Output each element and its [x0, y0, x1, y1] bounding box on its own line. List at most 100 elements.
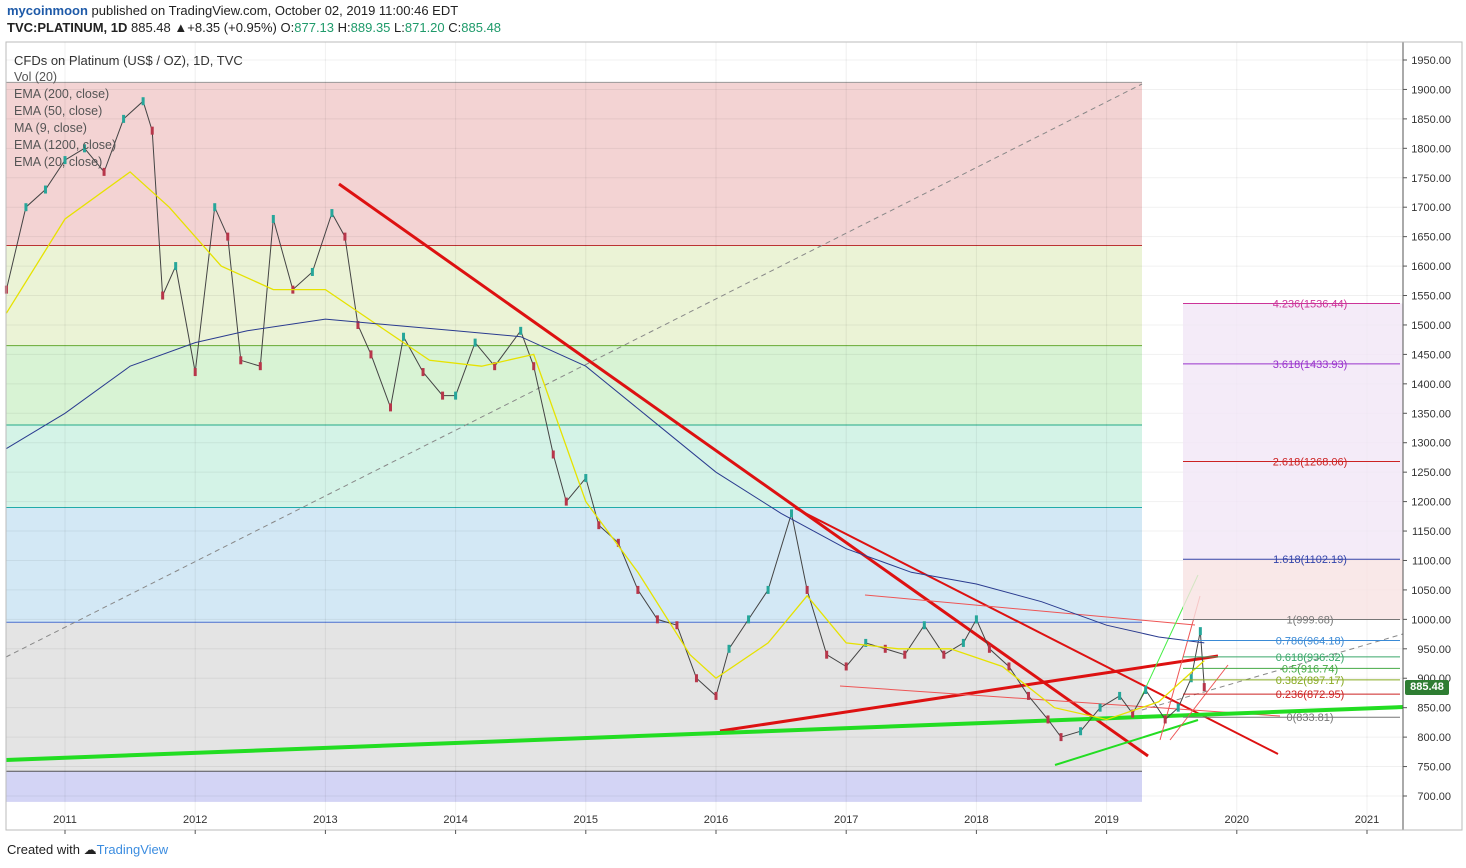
drawings [5, 83, 1459, 766]
candle-13 [226, 232, 230, 241]
candle-45 [790, 509, 794, 518]
x-tick-label-10: 2021 [1355, 814, 1379, 826]
candle-38 [655, 615, 659, 624]
candle-47 [825, 650, 829, 659]
candle-44 [766, 585, 770, 594]
legend-ema50[interactable]: EMA (50, close) [14, 104, 103, 118]
candle-9 [161, 291, 165, 300]
series-line-2 [6, 318, 1205, 644]
created-with-text: Created with [7, 842, 80, 857]
fib-ext-bg [1183, 303, 1403, 560]
fib-ret-label-5: 0.236(872.95) [1276, 689, 1345, 701]
x-tick-label-9: 2020 [1225, 814, 1249, 826]
last-price: 885.48 [131, 20, 171, 35]
candle-55 [974, 615, 978, 624]
red-downtrend-main [338, 182, 1149, 758]
y-tick-label-8: 1550.00 [1411, 291, 1451, 303]
y-tick-label-12: 1350.00 [1411, 408, 1451, 420]
candle-26 [441, 391, 445, 400]
candle-37 [636, 585, 640, 594]
legend-ma9[interactable]: MA (9, close) [14, 121, 87, 135]
candle-56 [987, 644, 991, 653]
change-text: +8.35 (+0.95%) [187, 20, 277, 35]
candle-65 [1144, 686, 1148, 695]
candle-66 [1163, 715, 1167, 724]
y-tick-label-25: 700.00 [1417, 791, 1451, 803]
series-lines [4, 97, 1206, 742]
published-text: published on TradingView.com, October 02… [87, 3, 459, 18]
red-thin-top [864, 594, 1196, 626]
price-axis-bg [1403, 42, 1463, 832]
y-tick-label-6: 1650.00 [1411, 232, 1451, 244]
x-tick-label-2: 2013 [313, 814, 337, 826]
red-thin-bottom [839, 685, 1281, 717]
candle-20 [343, 232, 347, 241]
candle-49 [864, 638, 868, 647]
indicator-legend: CFDs on Platinum (US$ / OZ), 1D, TVC Vol… [14, 52, 243, 171]
candle-39 [675, 621, 679, 630]
candle-11 [193, 368, 197, 377]
y-tick-label-15: 1200.00 [1411, 497, 1451, 509]
candle-3 [63, 156, 67, 165]
fib-ret-label-1: 0.786(964.18) [1276, 635, 1345, 647]
candle-18 [310, 267, 314, 276]
fib-band-3 [6, 425, 1142, 508]
y-tick-label-10: 1450.00 [1411, 349, 1451, 361]
candle-50 [883, 644, 887, 653]
tradingview-brand-link[interactable]: TradingView [96, 842, 169, 857]
candle-67 [1176, 703, 1180, 712]
change-value: ▲ [174, 20, 188, 35]
fib-ext-label-3: 1.618(1102.19) [1273, 554, 1347, 566]
dashed-trendline-2 [1141, 633, 1404, 711]
x-tick-label-3: 2014 [443, 814, 467, 826]
y-tick-label-24: 750.00 [1417, 762, 1451, 774]
x-tick-label-8: 2019 [1094, 814, 1118, 826]
y-tick-label-22: 850.00 [1417, 703, 1451, 715]
candle-1 [24, 203, 28, 212]
candle-62 [1098, 703, 1102, 712]
open-label: O: [280, 20, 295, 35]
price-chart[interactable]: 4.236(1536.44) 3.618(1433.93) 2.618(1268.0… [0, 0, 1466, 840]
candle-53 [942, 650, 946, 659]
legend-ema200[interactable]: EMA (200, close) [14, 87, 110, 101]
y-tick-label-20: 950.00 [1417, 644, 1451, 656]
candle-69 [1198, 627, 1202, 636]
legend-ema1200[interactable]: EMA (1200, close) [14, 138, 117, 152]
candle-58 [1026, 691, 1030, 700]
candle-14 [239, 356, 243, 365]
y-tick-label-19: 1000.00 [1411, 614, 1451, 626]
candle-28 [473, 338, 477, 347]
candle-32 [551, 450, 555, 459]
fib-band-5 [6, 622, 1142, 772]
footer: Created with ☁TradingView [7, 842, 168, 858]
candle-22 [369, 350, 373, 359]
candle-4 [83, 144, 87, 153]
legend-vol[interactable]: Vol (20) [14, 70, 58, 84]
time-axis[interactable]: 2011 2012 2013 2014 2015 2016 2017 2018 2019 2020… [53, 814, 1379, 834]
publish-info: mycoinmoon published on TradingView.com,… [7, 3, 458, 18]
candle-2 [43, 185, 47, 194]
candle-54 [961, 638, 965, 647]
author-link[interactable]: mycoinmoon [7, 3, 88, 18]
fib-ext-label-2: 2.618(1268.06) [1273, 457, 1348, 469]
candle-52 [922, 621, 926, 630]
fib-bands [6, 81, 1142, 802]
legend-ema20[interactable]: EMA (20, close) [14, 155, 103, 169]
green-wedge-bottom [1054, 719, 1199, 766]
close-label: C: [448, 20, 462, 35]
candle-48 [844, 662, 848, 671]
last-price-tag: 885.48 [1405, 680, 1449, 695]
fib-band-2 [6, 345, 1142, 426]
legend-title: CFDs on Platinum (US$ / OZ), 1D, TVC [14, 53, 243, 68]
y-tick-label-2: 1850.00 [1411, 114, 1451, 126]
y-tick-label-1: 1900.00 [1411, 84, 1451, 96]
candle-61 [1079, 727, 1083, 736]
candle-10 [174, 262, 178, 271]
candle-43 [747, 615, 751, 624]
y-tick-label-13: 1300.00 [1411, 438, 1451, 450]
red-uptrend [719, 654, 1219, 733]
y-tick-label-0: 1950.00 [1411, 55, 1451, 67]
candle-24 [402, 332, 406, 341]
x-tick-label-7: 2018 [964, 814, 988, 826]
candle-19 [330, 209, 334, 218]
